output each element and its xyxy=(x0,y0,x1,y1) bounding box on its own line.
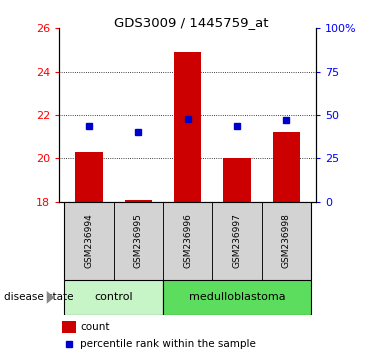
Text: GDS3009 / 1445759_at: GDS3009 / 1445759_at xyxy=(114,16,269,29)
Text: GSM236997: GSM236997 xyxy=(232,213,242,268)
Bar xyxy=(273,132,300,202)
Bar xyxy=(62,321,75,333)
Text: medulloblastoma: medulloblastoma xyxy=(189,292,285,302)
Text: count: count xyxy=(80,322,110,332)
Bar xyxy=(75,152,103,202)
Bar xyxy=(125,200,152,202)
Bar xyxy=(223,159,250,202)
Text: GSM236996: GSM236996 xyxy=(183,213,192,268)
Text: GSM236995: GSM236995 xyxy=(134,213,143,268)
Bar xyxy=(163,202,212,280)
Text: percentile rank within the sample: percentile rank within the sample xyxy=(80,339,256,349)
Bar xyxy=(114,202,163,280)
Bar xyxy=(212,202,262,280)
Text: control: control xyxy=(94,292,133,302)
Bar xyxy=(262,202,311,280)
Bar xyxy=(163,280,311,315)
Text: GSM236998: GSM236998 xyxy=(282,213,291,268)
Text: disease state: disease state xyxy=(4,292,73,302)
Text: GSM236994: GSM236994 xyxy=(85,213,93,268)
Bar xyxy=(64,280,163,315)
Bar xyxy=(174,52,201,202)
Bar xyxy=(64,202,114,280)
